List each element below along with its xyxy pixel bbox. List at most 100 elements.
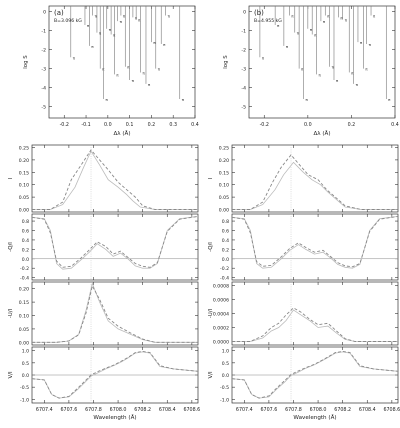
y-tick-label: 0.4	[222, 238, 229, 244]
y-tick-label: -1.0	[20, 397, 29, 403]
spectral-line-tag: π	[168, 14, 171, 18]
spectral-line-tag: π	[262, 56, 265, 60]
spectral-line-tag: π	[127, 66, 130, 70]
profile-solid	[231, 216, 399, 269]
spectral-line-tag: π	[132, 79, 135, 83]
y-tick-label: 0.00	[19, 208, 29, 214]
x-axis-label: Wavelength (Å)	[93, 414, 136, 421]
spectral-line-tag: π	[138, 18, 141, 22]
x-axis-label: Wavelength (Å)	[293, 414, 336, 421]
spectral-line-tag: π	[148, 83, 151, 87]
y-tick-label: -3	[241, 67, 246, 73]
plot-frame	[231, 281, 399, 346]
y-tick-label: -5	[241, 105, 246, 111]
y-tick-label: -0.2	[220, 266, 229, 272]
y-tick-label: 0.0	[222, 257, 229, 263]
spectral-line-tag: π	[345, 18, 348, 22]
spectral-line-tag: π	[301, 68, 304, 72]
spectral-line-tag: π	[153, 41, 156, 45]
spectral-line-tag: π	[91, 45, 94, 49]
x-tick-label: 6708.2	[134, 407, 151, 413]
spectral-line-tag: π	[314, 33, 317, 37]
x-tick-label: 0.2	[348, 122, 356, 128]
field-annotation: B=4.955 kG	[254, 18, 282, 24]
profile-dashed	[31, 350, 199, 399]
y-tick-label: 0.20	[219, 158, 229, 164]
profile-dashed	[232, 154, 398, 210]
y-tick-label: -1	[241, 29, 246, 35]
spectral-line-tag: π	[109, 28, 112, 32]
x-tick-label: 0.2	[148, 122, 156, 128]
y-tick-label: 0.0004	[213, 312, 229, 318]
y-tick-label: 0.25	[219, 145, 229, 151]
y-tick-label: 0	[243, 10, 246, 16]
spectral-line-tag: π	[95, 14, 98, 18]
y-axis-label: I	[8, 177, 14, 179]
y-tick-label: -5	[41, 105, 46, 111]
y-axis-label: -Q/I	[208, 242, 214, 252]
spectral-line-tag: π	[143, 71, 146, 75]
x-tick-label: 6707.6	[60, 407, 77, 413]
x-tick-label: -0.2	[60, 122, 69, 128]
plot-frame	[231, 144, 399, 213]
x-tick-label: 0.4	[191, 122, 199, 128]
y-tick-label: -3	[41, 67, 46, 73]
y-tick-label: 0.0000	[213, 340, 229, 346]
y-tick-label: 0.10	[19, 314, 29, 320]
spectral-line-tag: π	[351, 71, 354, 75]
spectral-line-tag: π	[73, 56, 76, 60]
field-annotation: B=3.096 kG	[54, 18, 82, 24]
x-tick-label: 6708.4	[159, 407, 176, 413]
spectral-line-tag: π	[336, 79, 339, 83]
y-axis-label: V/I	[208, 371, 214, 379]
x-tick-label: 6708.4	[359, 407, 376, 413]
profile-dashed	[32, 149, 198, 210]
y-axis-label: -U/I	[8, 308, 14, 318]
panel-label: (a)	[54, 9, 64, 17]
y-tick-label: 0.0	[222, 373, 229, 379]
panel-3: 0.00 0.05 0.10 0.15 0.20 0.25 I	[208, 144, 399, 214]
spectral-line-tag: π	[87, 24, 90, 28]
spectral-line-tag: π	[327, 14, 330, 18]
plot-frame	[248, 5, 396, 119]
y-axis-label: V/I	[8, 371, 14, 379]
panel-5: 0.8 0.6 0.4 0.2 0.0 -0.2 -0.4 -Q/I	[208, 213, 399, 282]
profile-solid	[32, 150, 198, 210]
x-tick-label: 0.0	[104, 122, 112, 128]
x-tick-label: 0.1	[126, 122, 134, 128]
y-tick-label: 0.8	[222, 219, 229, 225]
y-tick-label: 0.00	[19, 340, 29, 346]
profile-solid	[232, 161, 398, 210]
x-tick-label: 6707.4	[36, 407, 53, 413]
y-tick-label: 0.05	[219, 195, 229, 201]
y-tick-label: 1.0	[22, 349, 29, 355]
x-tick-label: 0.4	[391, 122, 399, 128]
spectral-line-tag: π	[332, 66, 335, 70]
y-tick-label: 0.0002	[213, 326, 229, 332]
plot-frame	[31, 144, 199, 213]
y-tick-label: 0.00	[219, 208, 229, 214]
y-tick-label: 0.0006	[213, 298, 229, 304]
spectral-line-tag: π	[120, 20, 123, 24]
plot-frame	[48, 5, 196, 119]
y-tick-label: 0.0	[22, 257, 29, 263]
panel-8: 1.0 0.5 0.0 -0.5 -1.0 6707.4 6707.6 6707.8 6708.…	[8, 346, 200, 421]
panel-2: 0.00 0.05 0.10 0.15 0.20 0.25 I	[8, 144, 199, 214]
x-axis-label: Δλ (Å)	[113, 130, 130, 137]
profile-dashed	[232, 307, 398, 342]
x-tick-label: -0.2	[260, 122, 269, 128]
y-tick-label: 0.15	[19, 300, 29, 306]
y-tick-label: 0.2	[222, 247, 229, 253]
y-tick-label: 0.0	[22, 373, 29, 379]
spectral-line-tag: π	[360, 41, 363, 45]
y-axis-label: log S	[23, 55, 29, 69]
y-tick-label: -0.5	[20, 385, 29, 391]
spectral-line-tag: π	[163, 43, 166, 47]
spectral-line-tag: π	[319, 73, 322, 77]
y-tick-label: 0.4	[22, 238, 29, 244]
y-axis-label: log S	[223, 55, 229, 69]
spectral-line-tag: π	[305, 98, 308, 102]
x-tick-label: 0.3	[169, 122, 177, 128]
